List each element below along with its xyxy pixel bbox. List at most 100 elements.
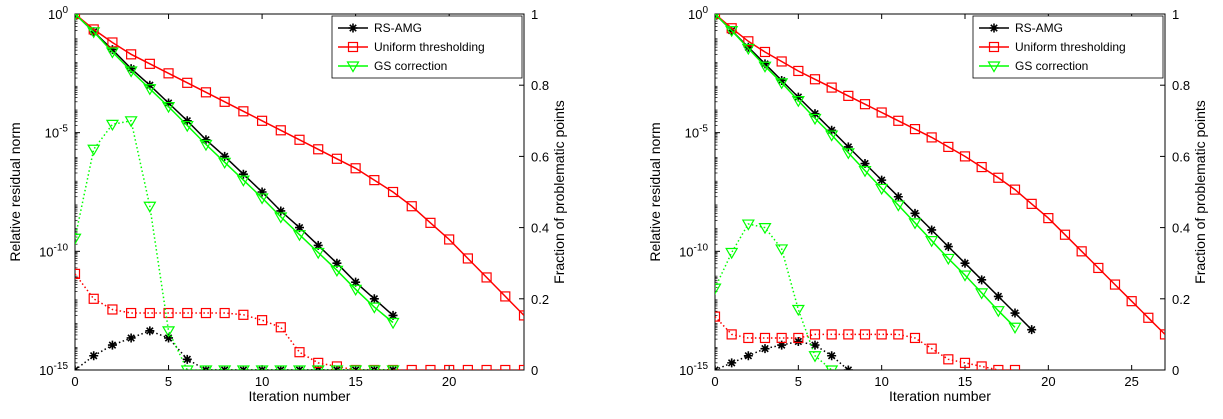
data-point: [1026, 198, 1037, 209]
data-point: [500, 364, 511, 370]
data-point: [238, 309, 249, 320]
data-point: [809, 74, 821, 85]
data-point: [256, 115, 268, 126]
data-point: [758, 61, 772, 73]
data-point: [200, 87, 212, 98]
y-tick-label: 10-5: [685, 124, 709, 141]
y2-tick-label: 0.2: [1172, 292, 1190, 307]
data-point: [758, 223, 772, 235]
data-point: [87, 27, 101, 39]
data-point: [715, 283, 722, 295]
y-tick-label: 100: [48, 5, 68, 22]
data-point: [182, 354, 192, 364]
y-tick-label: 10-10: [679, 242, 708, 259]
data-point: [199, 139, 213, 152]
data-point: [909, 332, 921, 344]
y-tick-label: 100: [688, 5, 708, 22]
data-point: [162, 326, 176, 338]
data-point: [926, 132, 937, 143]
series-fraction-uniform-thresholding: [715, 311, 1021, 370]
data-point: [295, 223, 304, 233]
data-point: [369, 294, 379, 304]
data-point: [743, 332, 754, 344]
data-point: [126, 64, 136, 74]
data-point: [75, 268, 81, 279]
data-point: [777, 75, 787, 85]
data-point: [1059, 229, 1071, 240]
data-point: [107, 45, 117, 55]
data-point: [219, 307, 230, 319]
data-point: [775, 78, 789, 90]
series-residual-gs-correction: [75, 14, 400, 330]
data-point: [367, 365, 381, 370]
y2-axis-label: Fraction of problematic points: [1192, 100, 1208, 284]
data-point: [843, 90, 854, 101]
data-point: [462, 364, 473, 370]
data-point: [743, 42, 753, 52]
x-tick-label: 15: [958, 374, 972, 389]
data-point: [825, 130, 839, 142]
data-point: [793, 332, 804, 344]
data-point: [256, 315, 268, 326]
legend-marker: [348, 23, 358, 33]
data-point: [107, 37, 118, 48]
data-point: [313, 144, 324, 155]
data-point: [1159, 329, 1165, 340]
data-point: [725, 247, 739, 260]
data-point: [75, 14, 79, 21]
y2-axis-label: Fraction of problematic points: [551, 100, 567, 284]
y-tick-label: 10-15: [39, 361, 68, 378]
data-point: [1009, 364, 1021, 370]
data-point: [843, 142, 853, 152]
data-point: [164, 333, 174, 343]
data-point: [332, 258, 342, 268]
x-axis-label: Iteration number: [889, 388, 991, 404]
legend: RS-AMG Uniform thresholding GS correction: [972, 15, 1164, 79]
data-point: [975, 288, 989, 300]
data-point: [219, 96, 230, 107]
legend-marker: [987, 61, 1001, 73]
data-point: [180, 365, 194, 370]
data-point: [876, 329, 887, 340]
data-point: [1093, 262, 1104, 274]
data-point: [741, 43, 755, 56]
data-point: [126, 49, 137, 60]
data-point: [444, 364, 455, 370]
data-point: [943, 141, 954, 153]
data-point: [741, 219, 755, 231]
data-point: [909, 124, 921, 135]
legend-entry: GS correction: [374, 59, 447, 73]
data-point: [276, 206, 286, 216]
data-point: [199, 365, 213, 370]
data-point: [859, 329, 871, 340]
data-point: [959, 151, 971, 162]
data-point: [386, 365, 400, 370]
data-point: [275, 125, 286, 136]
y2-tick-label: 0.6: [531, 149, 549, 164]
data-point: [808, 113, 822, 126]
data-point: [236, 175, 250, 187]
data-point: [860, 159, 870, 169]
data-point: [220, 151, 230, 161]
legend-entry: GS correction: [1015, 59, 1088, 73]
y2-tick-label: 1: [531, 7, 538, 22]
data-point: [726, 329, 737, 340]
data-point: [976, 361, 987, 370]
y-axis-label: Relative residual norm: [647, 122, 663, 261]
data-point: [386, 317, 400, 330]
data-point: [311, 247, 325, 260]
data-point: [725, 26, 739, 38]
data-point: [1027, 325, 1037, 335]
legend-entry: RS-AMG: [1015, 21, 1063, 35]
data-point: [715, 14, 719, 21]
data-point: [406, 364, 417, 370]
data-point: [877, 175, 887, 185]
data-point: [238, 106, 249, 117]
data-point: [910, 208, 920, 218]
data-point: [313, 240, 323, 250]
legend-marker: [988, 41, 1000, 53]
data-point: [876, 107, 887, 118]
data-point: [275, 322, 286, 333]
data-point: [444, 234, 455, 245]
data-point: [236, 365, 250, 370]
